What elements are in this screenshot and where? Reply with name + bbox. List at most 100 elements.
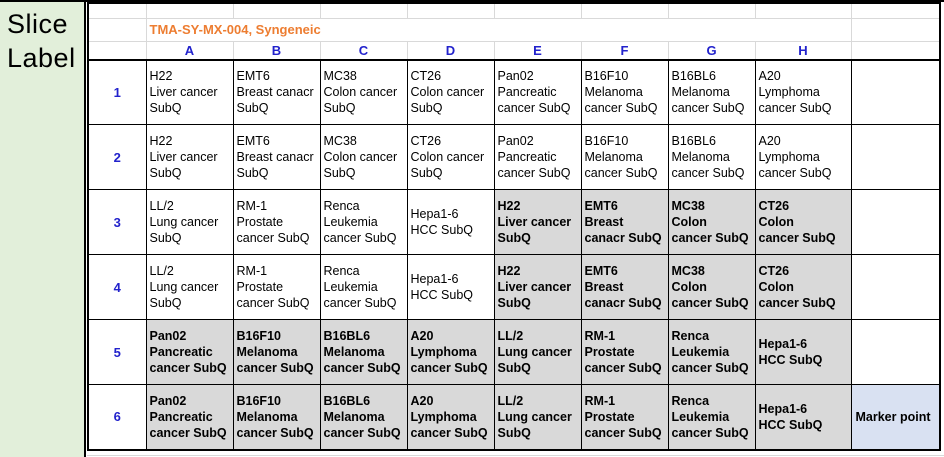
grid-cell-d3[interactable]: Hepa1-6 HCC SubQ — [406, 189, 495, 255]
table-top-border — [0, 0, 944, 2]
grid-cell-f4[interactable]: EMT6 Breast canacr SubQ — [580, 254, 669, 320]
grid-cell-c4[interactable]: Renca Leukemia cancer SubQ — [319, 254, 408, 320]
column-header-b[interactable]: B — [232, 40, 321, 61]
row-number[interactable]: 4 — [87, 254, 147, 320]
grid-cell-e4[interactable]: H22 Liver cancer SubQ — [493, 254, 582, 320]
grid-cell-g1[interactable]: B16BL6 Melanoma cancer SubQ — [667, 59, 756, 125]
grid-cell-b5[interactable]: B16F10 Melanoma cancer SubQ — [232, 319, 321, 385]
empty-cell[interactable] — [87, 40, 147, 61]
tma-layout-sheet: TMA-SY-MX-004, Syngeneic A B C D E F G H 1 H22 Liv… — [87, 2, 941, 451]
grid-cell-g4[interactable]: MC38 Colon cancer SubQ — [667, 254, 756, 320]
grid-cell-a1[interactable]: H22 Liver cancer SubQ — [145, 59, 234, 125]
row-number[interactable]: 6 — [87, 384, 147, 450]
empty-cell[interactable] — [850, 254, 941, 320]
grid-cell-g2[interactable]: B16BL6 Melanoma cancer SubQ — [667, 124, 756, 190]
grid-cell-a5[interactable]: Pan02 Pancreatic cancer SubQ — [145, 319, 234, 385]
grid-cell-d1[interactable]: CT26 Colon cancer SubQ — [406, 59, 495, 125]
grid-cell-f2[interactable]: B16F10 Melanoma cancer SubQ — [580, 124, 669, 190]
empty-cell[interactable] — [406, 2, 495, 19]
row-number[interactable]: 1 — [87, 59, 147, 125]
sheet-title[interactable]: TMA-SY-MX-004, Syngeneic — [145, 17, 852, 42]
grid-cell-h5[interactable]: Hepa1-6 HCC SubQ — [754, 319, 852, 385]
row-number[interactable]: 3 — [87, 189, 147, 255]
column-header-a[interactable]: A — [145, 40, 234, 61]
column-header-c[interactable]: C — [319, 40, 408, 61]
empty-cell[interactable] — [850, 59, 941, 125]
slice-label-line2: Label — [7, 43, 76, 73]
grid-body: TMA-SY-MX-004, Syngeneic A B C D E F G H 1 H22 Liv… — [87, 2, 941, 450]
grid-cell-b6[interactable]: B16F10 Melanoma cancer SubQ — [232, 384, 321, 450]
slice-label-line1: Slice — [7, 9, 69, 39]
marker-point-cell[interactable]: Marker point — [850, 384, 941, 450]
row-number[interactable]: 5 — [87, 319, 147, 385]
empty-cell[interactable] — [493, 2, 582, 19]
tma-grid-table: TMA-SY-MX-004, Syngeneic A B C D E F G H 1 H22 Liv… — [87, 2, 941, 451]
slice-row-4: 4 LL/2 Lung cancer SubQ RM-1 Prostate canc… — [87, 254, 941, 320]
title-row: TMA-SY-MX-004, Syngeneic — [87, 17, 941, 42]
grid-cell-e6[interactable]: LL/2 Lung cancer SubQ — [493, 384, 582, 450]
grid-cell-c6[interactable]: B16BL6 Melanoma cancer SubQ — [319, 384, 408, 450]
empty-cell[interactable] — [850, 17, 941, 42]
grid-cell-f5[interactable]: RM-1 Prostate cancer SubQ — [580, 319, 669, 385]
column-header-e[interactable]: E — [493, 40, 582, 61]
grid-cell-f6[interactable]: RM-1 Prostate cancer SubQ — [580, 384, 669, 450]
header-empty-row — [87, 2, 941, 19]
grid-cell-c2[interactable]: MC38 Colon cancer SubQ — [319, 124, 408, 190]
grid-cell-e3[interactable]: H22 Liver cancer SubQ — [493, 189, 582, 255]
grid-cell-g6[interactable]: Renca Leukemia cancer SubQ — [667, 384, 756, 450]
slice-row-1: 1 H22 Liver cancer SubQ EMT6 Breast canacr… — [87, 59, 941, 125]
grid-cell-e1[interactable]: Pan02 Pancreatic cancer SubQ — [493, 59, 582, 125]
column-header-h[interactable]: H — [754, 40, 852, 61]
column-header-f[interactable]: F — [580, 40, 669, 61]
grid-cell-f1[interactable]: B16F10 Melanoma cancer SubQ — [580, 59, 669, 125]
empty-cell[interactable] — [87, 17, 147, 42]
grid-cell-a6[interactable]: Pan02 Pancreatic cancer SubQ — [145, 384, 234, 450]
empty-cell[interactable] — [850, 124, 941, 190]
grid-cell-a3[interactable]: LL/2 Lung cancer SubQ — [145, 189, 234, 255]
slice-row-2: 2 H22 Liver cancer SubQ EMT6 Breast canacr… — [87, 124, 941, 190]
empty-cell[interactable] — [319, 2, 408, 19]
empty-cell[interactable] — [850, 189, 941, 255]
grid-cell-e2[interactable]: Pan02 Pancreatic cancer SubQ — [493, 124, 582, 190]
empty-cell[interactable] — [850, 40, 941, 61]
grid-cell-h2[interactable]: A20 Lymphoma cancer SubQ — [754, 124, 852, 190]
bottom-gridline — [87, 455, 944, 456]
empty-cell[interactable] — [232, 2, 321, 19]
row-number[interactable]: 2 — [87, 124, 147, 190]
grid-cell-d4[interactable]: Hepa1-6 HCC SubQ — [406, 254, 495, 320]
grid-cell-d2[interactable]: CT26 Colon cancer SubQ — [406, 124, 495, 190]
empty-cell[interactable] — [754, 2, 852, 19]
empty-cell[interactable] — [145, 2, 234, 19]
grid-cell-h1[interactable]: A20 Lymphoma cancer SubQ — [754, 59, 852, 125]
grid-cell-b1[interactable]: EMT6 Breast canacr SubQ — [232, 59, 321, 125]
slice-row-6: 6 Pan02 Pancreatic cancer SubQ B16F10 Mela… — [87, 384, 941, 450]
empty-cell[interactable] — [580, 2, 669, 19]
empty-cell[interactable] — [87, 2, 147, 19]
grid-cell-b4[interactable]: RM-1 Prostate cancer SubQ — [232, 254, 321, 320]
grid-cell-a2[interactable]: H22 Liver cancer SubQ — [145, 124, 234, 190]
empty-cell[interactable] — [667, 2, 756, 19]
empty-cell[interactable] — [850, 2, 941, 19]
grid-cell-c5[interactable]: B16BL6 Melanoma cancer SubQ — [319, 319, 408, 385]
grid-cell-d6[interactable]: A20 Lymphoma cancer SubQ — [406, 384, 495, 450]
grid-cell-g5[interactable]: Renca Leukemia cancer SubQ — [667, 319, 756, 385]
grid-cell-f3[interactable]: EMT6 Breast canacr SubQ — [580, 189, 669, 255]
grid-cell-b3[interactable]: RM-1 Prostate cancer SubQ — [232, 189, 321, 255]
grid-cell-d5[interactable]: A20 Lymphoma cancer SubQ — [406, 319, 495, 385]
grid-cell-c1[interactable]: MC38 Colon cancer SubQ — [319, 59, 408, 125]
column-header-g[interactable]: G — [667, 40, 756, 61]
empty-cell[interactable] — [850, 319, 941, 385]
grid-cell-h3[interactable]: CT26 Colon cancer SubQ — [754, 189, 852, 255]
slice-label-cell[interactable]: Slice Label — [0, 2, 86, 457]
grid-cell-a4[interactable]: LL/2 Lung cancer SubQ — [145, 254, 234, 320]
slice-row-5: 5 Pan02 Pancreatic cancer SubQ B16F10 Mela… — [87, 319, 941, 385]
grid-cell-e5[interactable]: LL/2 Lung cancer SubQ — [493, 319, 582, 385]
grid-cell-c3[interactable]: Renca Leukemia cancer SubQ — [319, 189, 408, 255]
grid-cell-g3[interactable]: MC38 Colon cancer SubQ — [667, 189, 756, 255]
grid-cell-b2[interactable]: EMT6 Breast canacr SubQ — [232, 124, 321, 190]
slice-row-3: 3 LL/2 Lung cancer SubQ RM-1 Prostate canc… — [87, 189, 941, 255]
grid-cell-h6[interactable]: Hepa1-6 HCC SubQ — [754, 384, 852, 450]
grid-cell-h4[interactable]: CT26 Colon cancer SubQ — [754, 254, 852, 320]
column-header-d[interactable]: D — [406, 40, 495, 61]
